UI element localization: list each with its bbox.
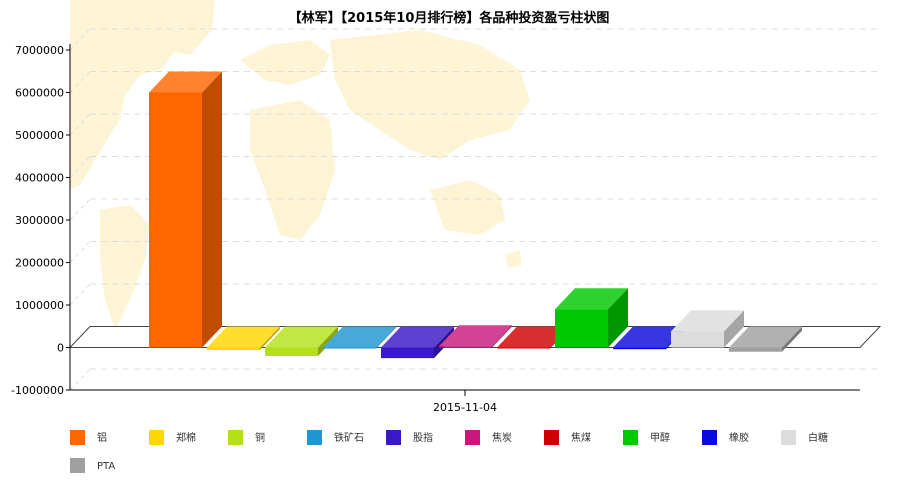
x-tick-label-0: 2015-11-04 [433,401,497,414]
y-tick-label-5: 2000000 [15,257,64,270]
bar-side-0 [202,71,222,348]
y-tick-label-8: -1000000 [11,384,64,397]
bar-3 [323,326,396,349]
legend-swatch-9 [781,430,796,445]
legend-swatch-2 [228,430,243,445]
bar-front-4 [381,347,434,359]
bar-top-2 [265,326,338,348]
bar-side-2 [318,326,338,356]
bar-1 [207,326,280,351]
bar-7 [555,288,628,348]
legend-label-2: 铜 [255,432,265,444]
y-axis-ticks: 7000000 6000000 5000000 4000000 3000000 20000… [11,44,70,397]
bar-top-9 [671,310,744,332]
grid-line-diag-1 [69,71,91,93]
legend-swatch-8 [702,430,717,445]
grid-line-diag-6 [69,283,91,306]
legend-label-6: 焦煤 [571,431,591,444]
y-tick-label-4: 3000000 [15,214,64,227]
bar-9 [671,310,744,348]
chart-title: 【林军】【2015年10月排行榜】各品种投资盈亏柱状图 [289,10,610,26]
bars [149,71,802,359]
bar-front-2 [265,347,318,356]
grid-line-diag-2 [69,113,91,136]
legend-label-3: 铁矿石 [334,431,364,444]
grid-line-diag-0 [69,28,91,51]
bar-top-1 [207,326,280,348]
bar-front-6 [497,347,550,349]
bar-top-5 [439,325,512,347]
bar-front-3 [323,347,376,349]
legend-label-5: 焦炭 [492,431,512,444]
bar-front-10 [729,347,782,352]
legend: 铝 郑棉 铜 铁矿石 股指 焦炭 焦煤 甲醇 橡胶 白糖 PTA [70,430,828,473]
y-tick-label-2: 5000000 [15,129,64,142]
legend-swatch-5 [465,430,480,445]
bar-top-0 [149,71,222,93]
x-axis-ticks: 2015-11-04 [433,390,497,414]
legend-label-8: 橡胶 [729,431,749,444]
legend-label-10: PTA [97,461,115,472]
bar-top-8 [613,326,686,348]
legend-swatch-7 [623,430,638,445]
grid-line-diag-8 [69,368,91,391]
bar-side-5 [492,325,512,348]
legend-swatch-3 [307,430,322,445]
legend-label-9: 白糖 [808,431,828,444]
bar-top-3 [323,326,396,348]
bar-side-7 [608,288,628,348]
grid-line-diag-4 [69,198,91,221]
legend-swatch-1 [149,430,164,445]
grid-line-diag-5 [69,241,91,263]
bar-side-9 [724,310,744,348]
bar-10 [729,326,802,352]
bar-top-10 [729,326,802,348]
bar-2 [265,326,338,356]
bar-front-9 [671,331,724,348]
y-tick-label-0: 7000000 [15,44,64,57]
bar-front-1 [207,347,260,351]
bar-top-7 [555,288,628,310]
world-map-background [70,0,530,330]
bar-side-3 [376,326,396,349]
legend-swatch-6 [544,430,559,445]
legend-swatch-0 [70,430,85,445]
bar-5 [439,325,512,348]
legend-label-1: 郑棉 [176,431,196,444]
bar-front-7 [555,309,608,348]
bar-side-10 [782,326,802,352]
bar-front-0 [149,92,202,348]
bar-front-8 [613,347,666,350]
y-tick-label-1: 6000000 [15,87,64,100]
y-tick-label-3: 4000000 [15,172,64,185]
legend-label-7: 甲醇 [650,431,670,444]
bar-front-5 [439,346,492,348]
y-tick-label-7: 0 [57,342,64,355]
grid-line-diag-3 [69,156,91,178]
bar-0 [149,71,222,348]
legend-label-0: 铝 [97,432,107,444]
y-tick-label-6: 1000000 [15,299,64,312]
bar-top-4 [381,326,454,348]
legend-swatch-10 [70,458,85,473]
legend-swatch-4 [386,430,401,445]
bar-side-1 [260,326,280,351]
legend-label-4: 股指 [413,431,433,444]
bar-top-6 [497,326,570,348]
